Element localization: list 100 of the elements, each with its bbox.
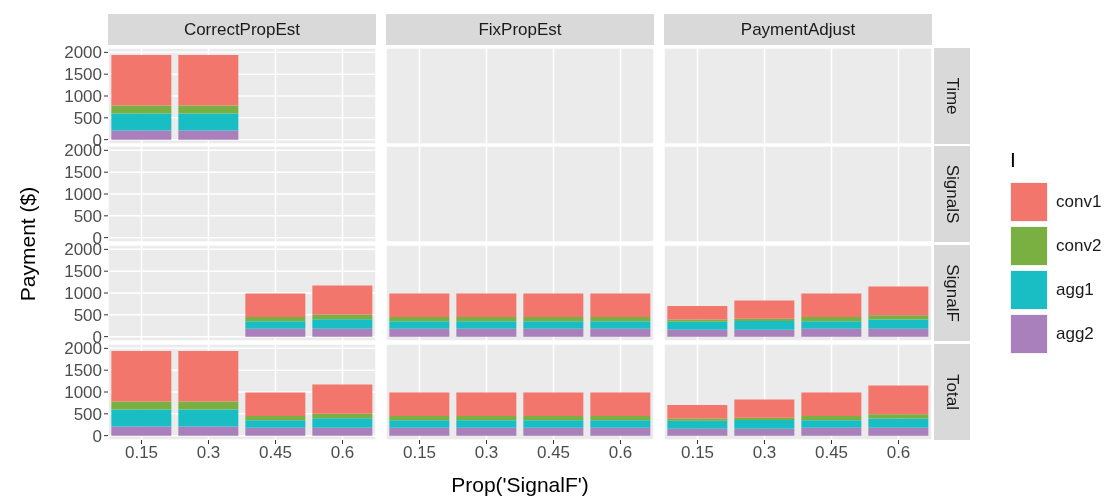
bar	[178, 54, 239, 106]
bar	[389, 321, 450, 329]
x-tick-label: 0.15	[680, 443, 715, 463]
bar	[312, 328, 373, 337]
x-tick-label: 0.3	[474, 443, 499, 463]
bar	[523, 321, 584, 329]
bar	[312, 285, 373, 315]
bar	[523, 416, 584, 421]
y-tick-label: 1000	[64, 185, 102, 205]
y-axis-title: Payment ($)	[16, 186, 40, 302]
bar	[801, 420, 862, 428]
bar	[245, 392, 306, 416]
bar	[111, 130, 172, 140]
bar	[456, 321, 517, 329]
bar	[312, 427, 373, 436]
bar	[245, 321, 306, 329]
bar	[868, 427, 929, 436]
bar	[111, 113, 172, 131]
y-tick-label: 500	[73, 206, 102, 226]
bar	[178, 426, 239, 436]
bar	[868, 418, 929, 428]
y-tick-label: 1000	[64, 87, 102, 107]
y-tick-label: 500	[73, 108, 102, 128]
bar	[111, 54, 172, 106]
bar	[801, 328, 862, 337]
bar	[801, 321, 862, 329]
y-tick-label: 1000	[64, 383, 102, 403]
bar	[590, 321, 651, 329]
bar	[590, 420, 651, 428]
bar	[178, 130, 239, 140]
bar	[523, 328, 584, 337]
bar	[667, 329, 728, 337]
legend-label: agg2	[1056, 324, 1094, 344]
bar	[523, 293, 584, 317]
y-tick-label: 500	[73, 305, 102, 325]
x-tick-label: 0.6	[886, 443, 911, 463]
bar	[389, 420, 450, 428]
y2-axis-title: SignalF	[942, 264, 963, 322]
bar	[667, 319, 728, 322]
bar	[456, 427, 517, 436]
bar	[245, 328, 306, 337]
legend-label: conv1	[1056, 192, 1102, 212]
y-tick-label: 1500	[64, 163, 102, 183]
y-tick-label: 1500	[64, 262, 102, 282]
legend-title: I	[1010, 148, 1017, 172]
bar	[312, 319, 373, 329]
x-tick-label: 0.6	[330, 443, 355, 463]
bar	[667, 321, 728, 330]
bar	[734, 318, 795, 321]
bar	[523, 392, 584, 416]
bar	[245, 420, 306, 428]
y-tick-label: 0	[92, 426, 102, 446]
bar	[178, 113, 239, 131]
x-tick-label: 0.45	[814, 443, 849, 463]
bar	[456, 392, 517, 416]
y-tick-label: 1000	[64, 284, 102, 304]
bar	[590, 392, 651, 416]
legend-label: agg1	[1056, 280, 1094, 300]
bar	[456, 416, 517, 421]
legend-label: conv2	[1056, 236, 1102, 256]
bar	[456, 328, 517, 337]
bar	[868, 385, 929, 415]
x-tick-label: 0.45	[536, 443, 571, 463]
bar	[868, 315, 929, 320]
bar	[590, 317, 651, 322]
x-tick-label: 0.45	[258, 443, 293, 463]
x-tick-label: 0.3	[196, 443, 221, 463]
bar	[801, 427, 862, 436]
x-tick-label: 0.3	[752, 443, 777, 463]
y2-axis-title: Total	[942, 374, 962, 410]
bar	[734, 320, 795, 330]
bar	[667, 306, 728, 320]
y-tick-label: 1500	[64, 361, 102, 381]
bar	[389, 293, 450, 317]
bar	[590, 427, 651, 436]
y-tick-label: 2000	[64, 43, 102, 63]
x-tick-label: 0.15	[124, 443, 159, 463]
y-tick-label: 1500	[64, 65, 102, 85]
x-tick-label: 0.6	[608, 443, 633, 463]
y-tick-label: 500	[73, 404, 102, 424]
bar	[667, 428, 728, 436]
bar	[389, 416, 450, 421]
bar	[590, 416, 651, 421]
bar	[389, 317, 450, 322]
bar	[389, 427, 450, 436]
bar	[245, 427, 306, 436]
bar	[590, 328, 651, 337]
bar	[734, 417, 795, 420]
bar	[523, 420, 584, 428]
x-axis-title: Prop('SignalF')	[450, 473, 590, 497]
bar	[667, 418, 728, 421]
bar	[667, 405, 728, 419]
bar	[389, 328, 450, 337]
bar	[312, 413, 373, 419]
bar	[178, 409, 239, 427]
bar	[389, 392, 450, 416]
bar	[801, 416, 862, 421]
bar	[312, 418, 373, 428]
bar	[523, 317, 584, 322]
bar	[868, 328, 929, 337]
